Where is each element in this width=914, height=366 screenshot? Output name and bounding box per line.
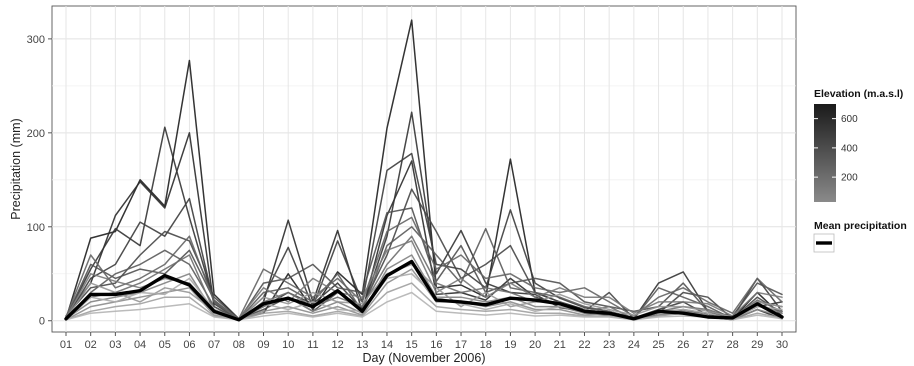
gridlines: [52, 6, 796, 332]
elevation-tick-label: 200: [841, 173, 858, 184]
x-tick-label: 06: [183, 339, 195, 351]
x-tick-label: 08: [233, 339, 245, 351]
x-tick-label: 07: [208, 339, 220, 351]
x-tick-label: 09: [257, 339, 269, 351]
y-axis: 0 100 200 300: [27, 34, 52, 328]
y-tick-label: 300: [27, 34, 45, 46]
x-axis: 01 02 03 04 05 06 07 08 09 10 11 12 13 14 15 16 17 18 19 20…: [60, 332, 788, 351]
y-tick-label: 200: [27, 128, 45, 140]
x-tick-label: 25: [652, 339, 664, 351]
elevation-tick-label: 400: [841, 143, 858, 154]
station-line-8: [65, 216, 783, 320]
station-line-5: [65, 188, 783, 320]
x-tick-label: 27: [702, 339, 714, 351]
elevation-legend: Elevation (m.a.s.l) 600 400 200: [814, 88, 903, 202]
station-line-7: [65, 226, 783, 321]
x-tick-label: 01: [60, 339, 72, 351]
station-line-14: [65, 282, 783, 321]
station-line-13: [65, 263, 783, 321]
x-tick-label: 13: [356, 339, 368, 351]
mean-precipitation-line: [64, 259, 784, 322]
y-axis-title: Precipitation (mm): [9, 118, 23, 219]
x-tick-label: 29: [751, 339, 763, 351]
x-tick-label: 28: [726, 339, 738, 351]
mean-legend-title: Mean precipitation: [814, 220, 907, 232]
y-tick-label: 100: [27, 222, 45, 234]
x-axis-title: Day (November 2006): [363, 351, 486, 365]
x-tick-label: 10: [282, 339, 294, 351]
x-tick-label: 05: [159, 339, 171, 351]
x-tick-label: 03: [109, 339, 121, 351]
series-lines: [64, 19, 784, 322]
x-tick-label: 12: [331, 339, 343, 351]
x-tick-label: 16: [430, 339, 442, 351]
x-tick-label: 17: [455, 339, 467, 351]
x-tick-label: 14: [381, 339, 393, 351]
station-line-16: [65, 291, 783, 321]
elevation-tick-label: 600: [841, 114, 858, 125]
x-tick-label: 19: [504, 339, 516, 351]
station-line-3: [65, 111, 783, 320]
x-tick-label: 26: [677, 339, 689, 351]
x-tick-label: 30: [776, 339, 788, 351]
x-tick-label: 23: [603, 339, 615, 351]
x-tick-label: 20: [529, 339, 541, 351]
elevation-colorbar: [814, 104, 836, 202]
x-tick-label: 24: [628, 339, 640, 351]
x-tick-label: 04: [134, 339, 146, 351]
elevation-legend-title: Elevation (m.a.s.l): [814, 88, 903, 100]
x-tick-label: 22: [578, 339, 590, 351]
x-tick-label: 21: [554, 339, 566, 351]
x-tick-label: 11: [307, 339, 318, 351]
x-tick-label: 15: [406, 339, 418, 351]
mean-legend: Mean precipitation: [813, 220, 907, 253]
x-tick-label: 02: [85, 339, 97, 351]
y-tick-label: 0: [39, 316, 45, 328]
x-tick-label: 18: [480, 339, 492, 351]
